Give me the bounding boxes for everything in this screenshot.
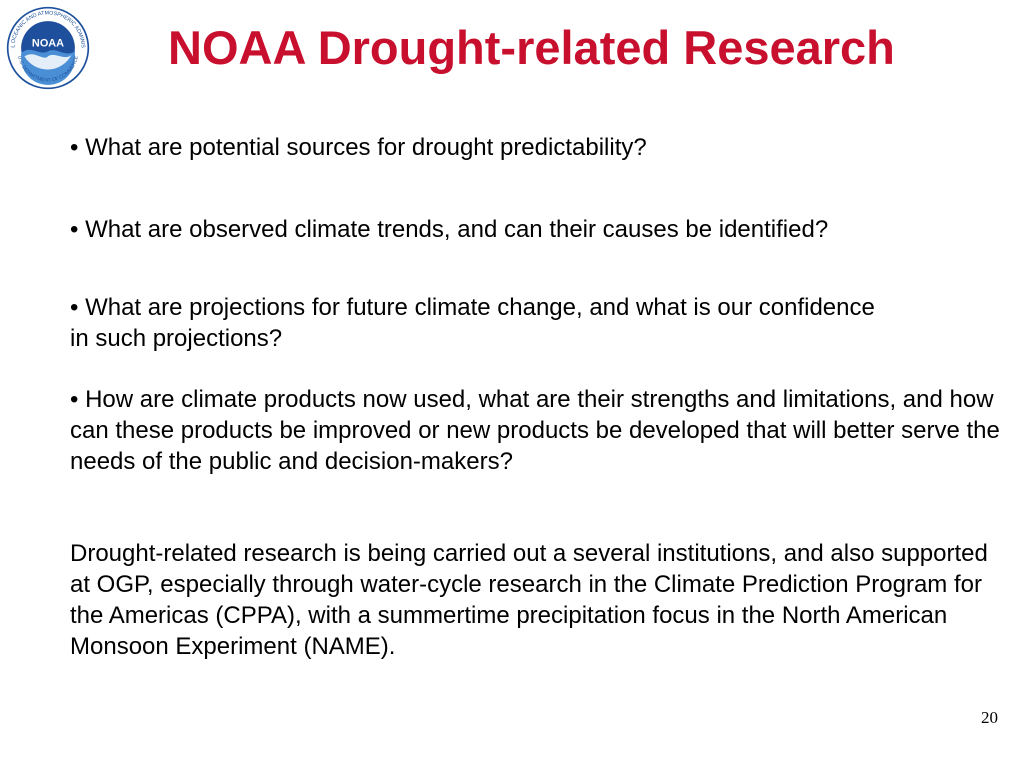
noaa-logo-icon: NOAA NATIONAL OCEANIC AND ATMOSPHERIC AD… <box>6 6 90 90</box>
bullet-item: • What are projections for future climat… <box>70 292 900 354</box>
bullet-text: What are potential sources for drought p… <box>85 134 647 161</box>
bullet-marker: • <box>70 386 79 413</box>
bullet-item: • How are climate products now used, wha… <box>70 384 1005 477</box>
bullet-marker: • <box>70 216 79 243</box>
bullet-text: How are climate products now used, what … <box>70 386 1000 475</box>
bullet-marker: • <box>70 134 79 161</box>
slide-title: NOAA Drought-related Research <box>168 21 895 74</box>
bullet-marker: • <box>70 294 79 321</box>
body-paragraph: Drought-related research is being carrie… <box>70 540 988 660</box>
bullet-text: What are observed climate trends, and ca… <box>85 216 829 243</box>
bullet-text: What are projections for future climate … <box>70 294 875 352</box>
bullet-item: • What are observed climate trends, and … <box>70 214 1005 245</box>
svg-text:NOAA: NOAA <box>32 37 64 49</box>
page-number: 20 <box>981 708 998 727</box>
bullet-item: • What are potential sources for drought… <box>70 132 1005 163</box>
